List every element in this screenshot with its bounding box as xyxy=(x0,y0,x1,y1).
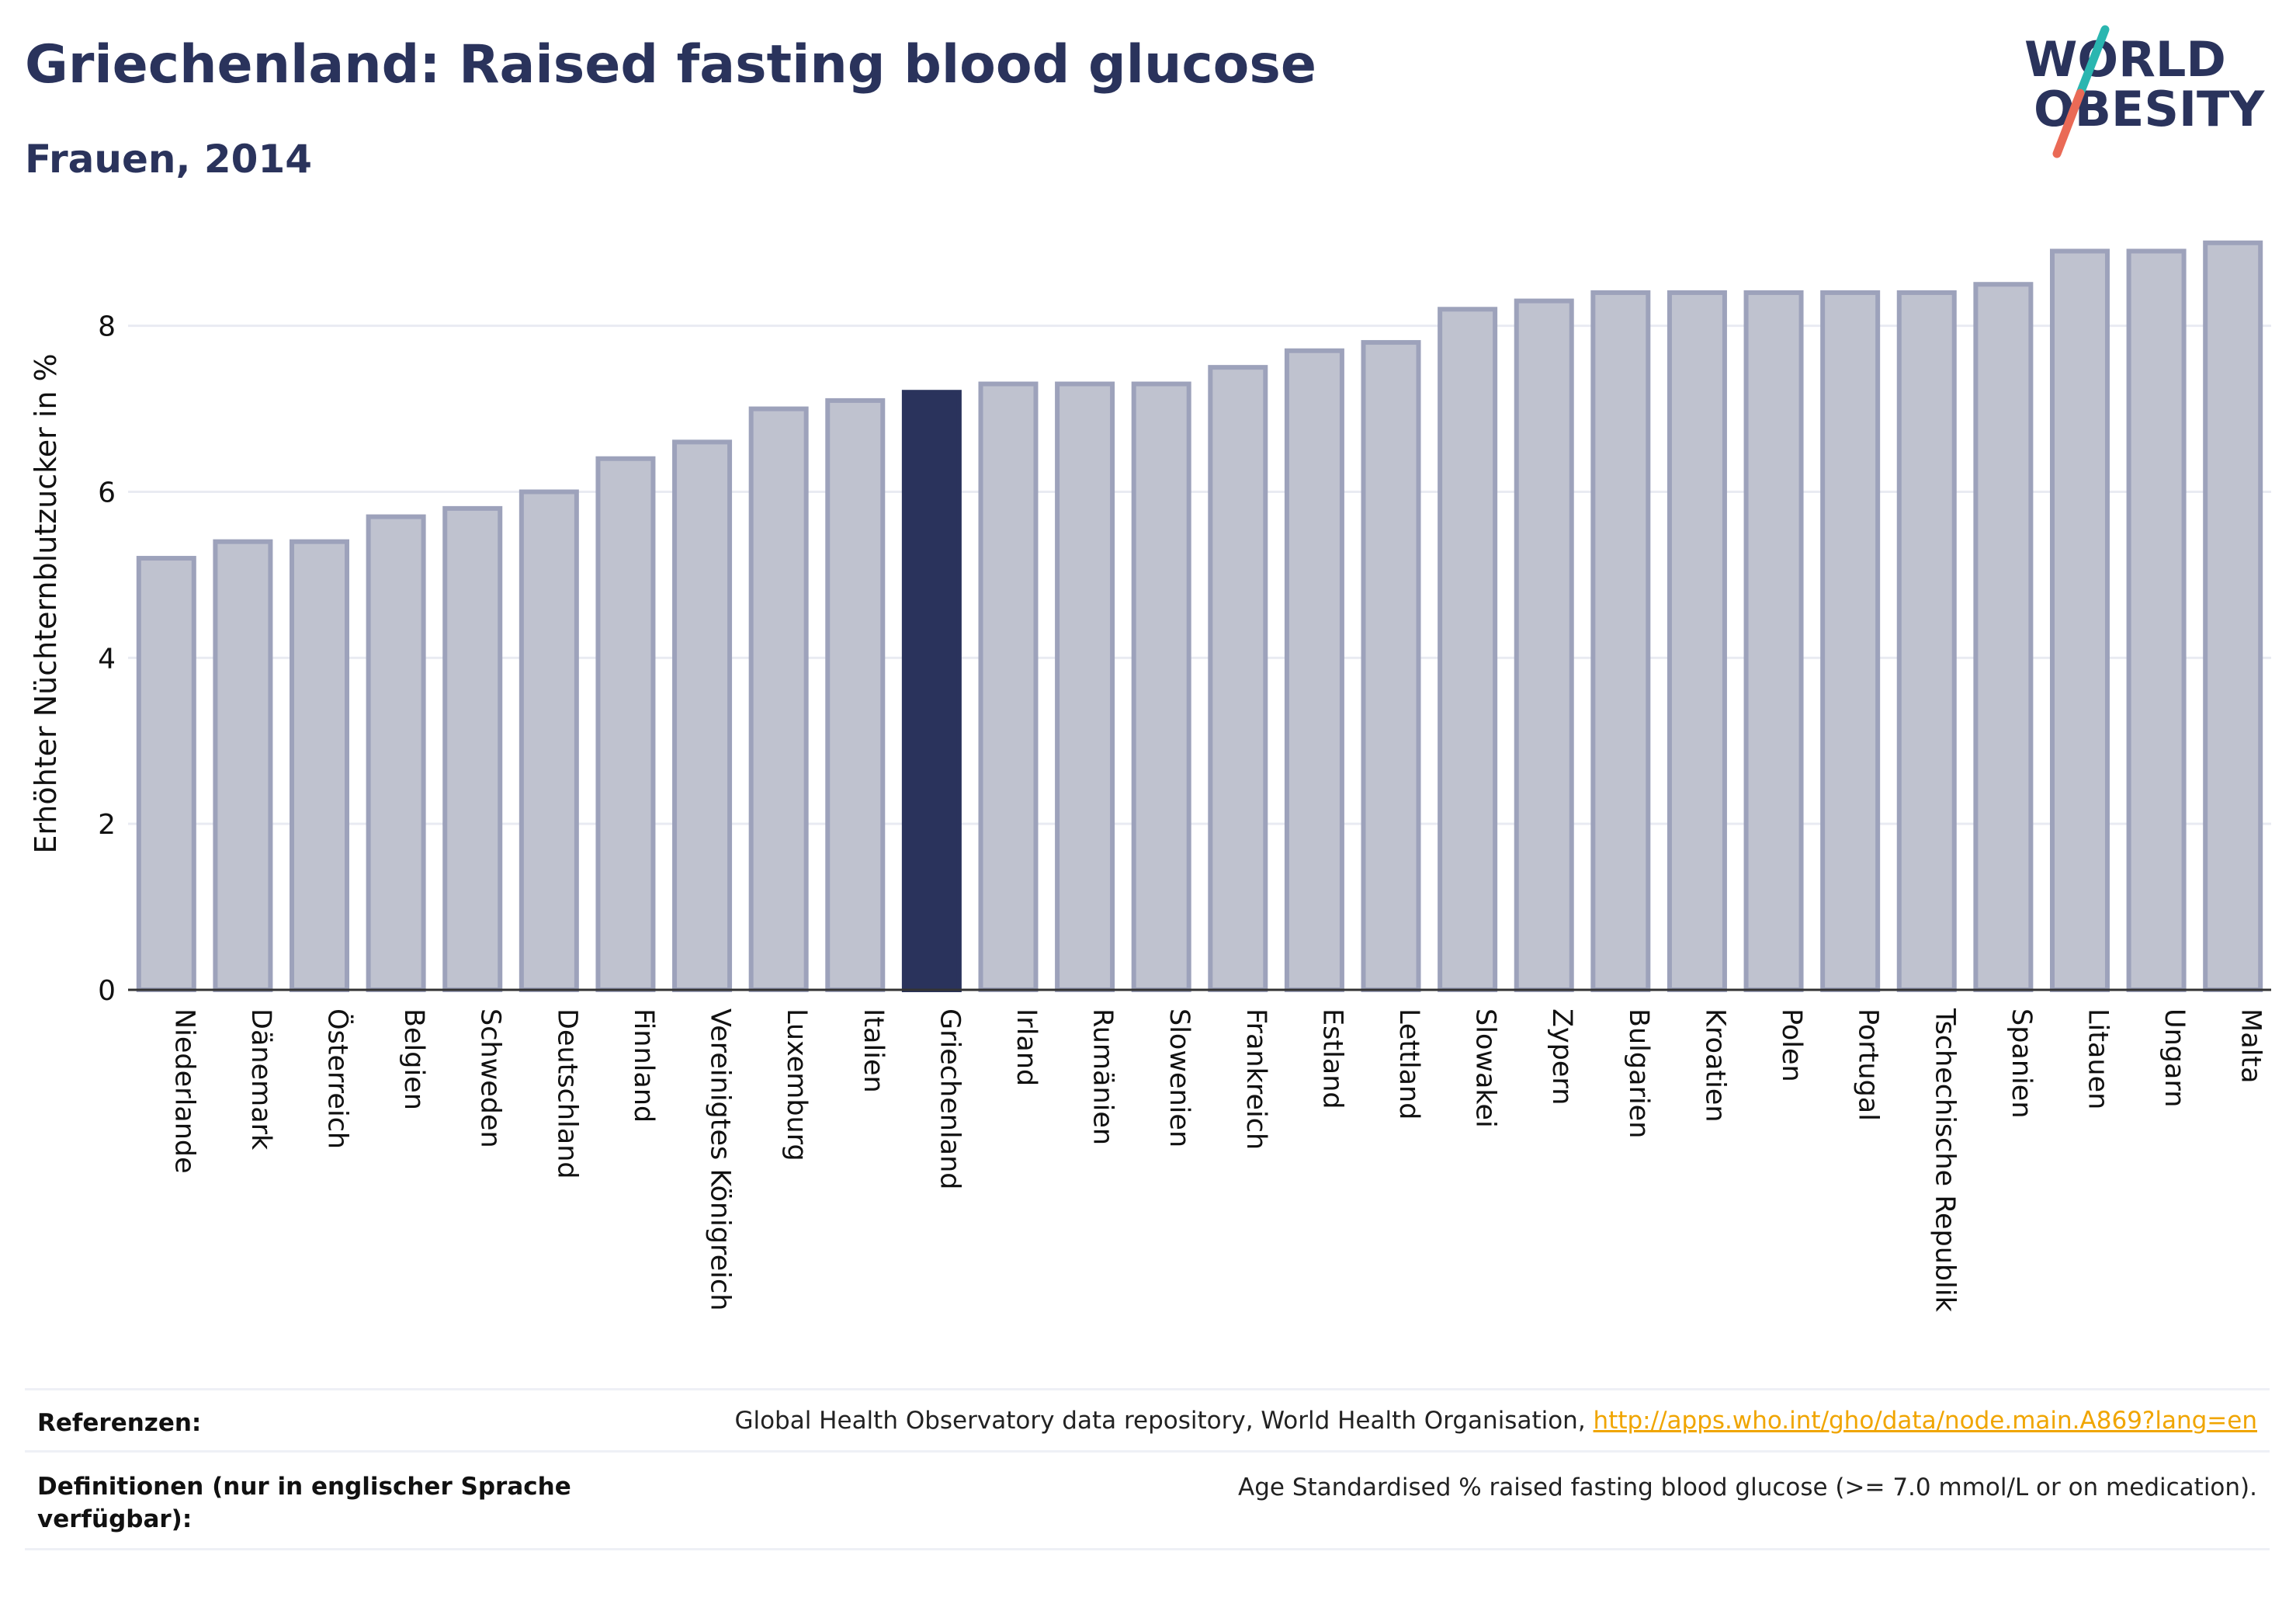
x-tick-label: Deutschland xyxy=(551,1008,582,1179)
x-tick-label: Polen xyxy=(1776,1008,1807,1082)
y-axis-title: Erhöhter Nüchternblutzucker in % xyxy=(29,353,63,853)
footer-divider-bottom xyxy=(25,1548,2270,1550)
bar-polen xyxy=(1743,290,1804,992)
bar-tschechische-republik xyxy=(1896,290,1957,992)
bar-ungarn xyxy=(2126,248,2187,992)
tick-labels: 0 2 4 6 8 Niederlande Dänemark Österreich Belgie… xyxy=(98,311,2267,1313)
bars xyxy=(136,240,2263,993)
x-tick-label: Ungarn xyxy=(2159,1008,2190,1107)
x-tick-label: Lettland xyxy=(1393,1008,1424,1119)
x-tick-label: Niederlande xyxy=(168,1008,199,1174)
bar-luxemburg xyxy=(748,406,809,992)
x-tick-label: Portugal xyxy=(1853,1008,1884,1121)
x-tick-label: Zypern xyxy=(1546,1008,1577,1105)
references-label: Referenzen: xyxy=(37,1409,202,1437)
x-tick-label: Irland xyxy=(1011,1008,1042,1086)
x-tick-label: Vereinigtes Königreich xyxy=(705,1008,736,1310)
logo-slash-teal xyxy=(2076,25,2110,98)
bar-spanien xyxy=(1973,282,2034,993)
references-text: Global Health Observatory data repositor… xyxy=(734,1407,1594,1435)
references-link[interactable]: http://apps.who.int/gho/data/node.main.A… xyxy=(1593,1407,2257,1435)
x-tick-label: Frankreich xyxy=(1240,1008,1271,1150)
bar-italien xyxy=(825,397,886,992)
x-tick-label: Slowakei xyxy=(1470,1008,1501,1128)
x-tick-label: Luxemburg xyxy=(781,1008,812,1161)
bar-chart: 0 2 4 6 8 Niederlande Dänemark Österreich Belgie… xyxy=(29,240,2271,1313)
bar-portugal xyxy=(1820,290,1881,992)
x-tick-label: Slowenien xyxy=(1164,1008,1195,1147)
x-tick-label: Estland xyxy=(1316,1008,1347,1109)
bar-estland xyxy=(1284,348,1344,992)
definitions-label: Definitionen (nur in englischer Sprache … xyxy=(37,1473,571,1533)
x-tick-label: Schweden xyxy=(475,1008,506,1148)
bar-litauen xyxy=(2049,248,2110,992)
x-tick-label: Griechenland xyxy=(934,1008,965,1189)
bar-schweden xyxy=(442,505,503,992)
world-obesity-logo: WORLD OBESITY xyxy=(2024,25,2265,158)
definitions-value: Age Standardised % raised fasting blood … xyxy=(1238,1473,2257,1501)
bar-malta xyxy=(2203,240,2263,993)
bar-slowakei xyxy=(1438,307,1498,993)
bar-vereinigtes-königreich xyxy=(672,439,733,992)
x-tick-label: Rumänien xyxy=(1087,1008,1119,1145)
chart-title: Griechenland: Raised fasting blood gluco… xyxy=(25,34,1316,95)
references-value: Global Health Observatory data repositor… xyxy=(734,1407,2257,1435)
logo-slash-coral xyxy=(2052,89,2085,158)
bar-lettland xyxy=(1361,340,1421,992)
bar-zypern xyxy=(1514,298,1574,992)
bar-kroatien xyxy=(1667,290,1727,992)
y-tick-label: 2 xyxy=(98,809,116,841)
bar-slowenien xyxy=(1131,381,1191,992)
x-tick-label: Spanien xyxy=(2006,1008,2037,1119)
x-tick-label: Kroatien xyxy=(1699,1008,1730,1123)
bar-niederlande xyxy=(136,556,196,992)
x-tick-label: Finnland xyxy=(628,1008,659,1123)
x-tick-label: Tschechische Republik xyxy=(1929,1008,1960,1313)
footer-divider-middle xyxy=(25,1450,2270,1453)
footer-divider-top xyxy=(25,1388,2270,1390)
bar-finnland xyxy=(595,456,656,992)
bar-rumänien xyxy=(1055,381,1115,992)
bar-österreich xyxy=(290,539,350,992)
x-tick-label: Litauen xyxy=(2082,1008,2113,1109)
x-tick-label: Österreich xyxy=(322,1008,355,1149)
bar-griechenland xyxy=(901,390,962,992)
footer: Referenzen: Global Health Observatory da… xyxy=(25,1388,2270,1621)
x-tick-label: Malta xyxy=(2235,1008,2267,1084)
y-tick-label: 8 xyxy=(98,311,116,343)
chart-subtitle: Frauen, 2014 xyxy=(25,137,313,182)
y-tick-label: 4 xyxy=(98,643,116,675)
bar-frankreich xyxy=(1208,365,1268,992)
logo-line1: WORLD xyxy=(2024,31,2226,88)
x-tick-label: Italien xyxy=(858,1008,889,1093)
y-tick-label: 0 xyxy=(98,975,116,1007)
bar-belgien xyxy=(366,514,426,992)
x-tick-label: Bulgarien xyxy=(1623,1008,1654,1138)
bar-bulgarien xyxy=(1590,290,1651,992)
y-tick-label: 6 xyxy=(98,477,116,509)
bar-irland xyxy=(978,381,1039,992)
bar-deutschland xyxy=(519,489,579,992)
x-tick-label: Belgien xyxy=(398,1008,429,1110)
bar-dänemark xyxy=(213,539,273,992)
x-tick-label: Dänemark xyxy=(245,1008,276,1151)
